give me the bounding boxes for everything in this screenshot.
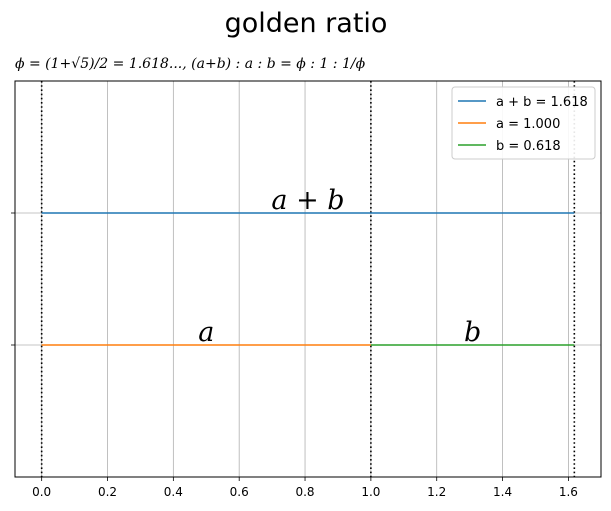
x-tick-label: 1.6 bbox=[559, 485, 578, 499]
x-tick-label: 1.0 bbox=[361, 485, 380, 499]
x-tick-label: 0.4 bbox=[164, 485, 183, 499]
annotation-label: b bbox=[464, 317, 481, 348]
y-axis-ticks bbox=[11, 212, 15, 346]
chart-subtitle: ϕ = (1+√5)/2 = 1.618..., (a+b) : a : b =… bbox=[15, 56, 366, 72]
x-tick-label: 1.2 bbox=[427, 485, 446, 499]
legend-label: a + b = 1.618 bbox=[496, 95, 588, 110]
x-tick-label: 0.2 bbox=[98, 485, 117, 499]
x-tick-label: 0.8 bbox=[295, 485, 314, 499]
legend-label: b = 0.618 bbox=[496, 139, 561, 154]
plot-frame bbox=[14, 80, 602, 478]
x-tick-label: 1.4 bbox=[493, 485, 512, 499]
reference-lines bbox=[40, 81, 576, 477]
annotations: a + b a b bbox=[198, 185, 481, 348]
series-lines bbox=[41, 212, 575, 346]
x-axis-ticks: 0.0 0.2 0.4 0.6 0.8 1.0 1.2 1.4 1.6 bbox=[32, 477, 578, 499]
legend: a + b = 1.618 a = 1.000 b = 0.618 bbox=[451, 86, 596, 160]
legend-label: a = 1.000 bbox=[496, 117, 560, 132]
chart-title: golden ratio bbox=[225, 8, 388, 39]
annotation-label: a + b bbox=[271, 185, 344, 216]
legend-box bbox=[451, 86, 596, 160]
x-tick-label: 0.0 bbox=[32, 485, 51, 499]
x-tick-label: 0.6 bbox=[230, 485, 249, 499]
annotation-label: a bbox=[198, 317, 214, 348]
